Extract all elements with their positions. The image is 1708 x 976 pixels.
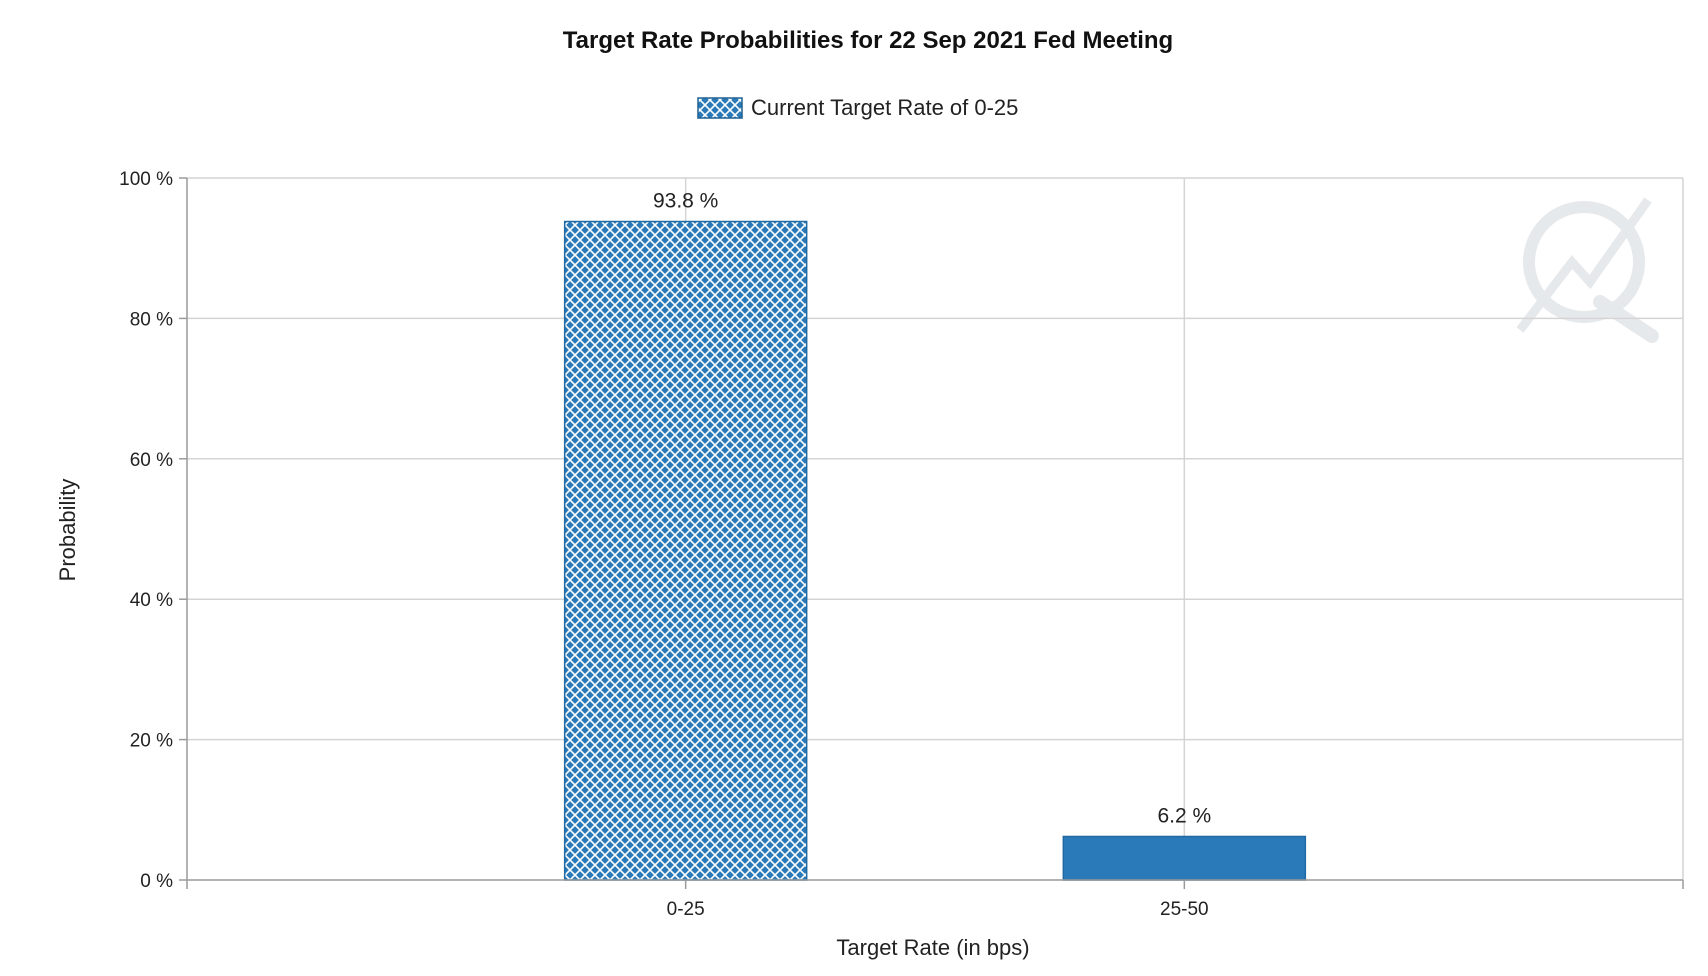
labels: 0 % 20 % 40 % 60 % 80 % 100 % 93.8 % 6.2 % 0-25 2… <box>119 169 1211 920</box>
y-tick-label: 60 % <box>130 450 173 471</box>
y-tick-label: 0 % <box>140 871 173 892</box>
y-tick-label: 80 % <box>130 309 173 330</box>
bar <box>563 220 808 881</box>
axes <box>179 177 1684 889</box>
x-tick-label: 0-25 <box>667 899 705 920</box>
gridlines <box>187 177 1684 880</box>
x-tick-label: 25-50 <box>1160 899 1209 920</box>
bars <box>563 220 1307 881</box>
legend-swatch <box>697 97 743 119</box>
y-tick-label: 40 % <box>130 590 173 611</box>
legend-label: Current Target Rate of 0-25 <box>751 95 1018 120</box>
y-tick-label: 100 % <box>119 169 173 190</box>
data-label: 93.8 % <box>653 190 718 213</box>
data-label: 6.2 % <box>1157 804 1211 827</box>
legend: Current Target Rate of 0-25 <box>697 95 1018 120</box>
chart-title: Target Rate Probabilities for 22 Sep 202… <box>563 27 1173 54</box>
y-axis-title: Probability <box>55 479 80 582</box>
bar <box>1062 835 1307 881</box>
y-tick-label: 20 % <box>130 731 173 752</box>
x-axis-title: Target Rate (in bps) <box>836 935 1029 960</box>
watermark-logo-icon <box>1516 197 1659 343</box>
